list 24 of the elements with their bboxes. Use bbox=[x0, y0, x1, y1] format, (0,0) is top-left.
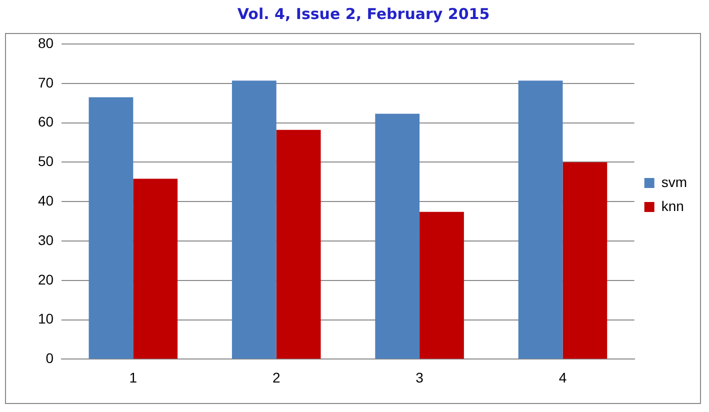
chart-title: Vol. 4, Issue 2, February 2015 bbox=[237, 4, 490, 23]
bar bbox=[562, 162, 608, 359]
bar bbox=[375, 114, 420, 359]
y-tick-label: 0 bbox=[46, 350, 54, 366]
bar bbox=[276, 130, 321, 359]
y-tick-label: 30 bbox=[38, 232, 54, 248]
bar bbox=[232, 80, 276, 359]
y-tick-label: 50 bbox=[38, 153, 54, 170]
x-tick-label: 2 bbox=[272, 369, 280, 386]
x-tick-label: 4 bbox=[558, 369, 567, 386]
x-tick-label: 3 bbox=[416, 369, 424, 386]
y-tick-label: 80 bbox=[38, 34, 54, 51]
legend-label: knn bbox=[661, 198, 684, 214]
bar bbox=[420, 212, 464, 359]
bar bbox=[88, 97, 134, 359]
legend-label: svm bbox=[661, 174, 688, 190]
bar bbox=[133, 178, 178, 359]
y-tick-label: 70 bbox=[38, 74, 54, 90]
bar bbox=[518, 80, 563, 359]
y-tick-label: 60 bbox=[38, 114, 54, 130]
y-tick-label: 20 bbox=[38, 271, 54, 288]
x-tick-label: 1 bbox=[129, 369, 138, 386]
y-tick-label: 40 bbox=[38, 192, 54, 208]
y-tick-label: 10 bbox=[38, 310, 54, 327]
